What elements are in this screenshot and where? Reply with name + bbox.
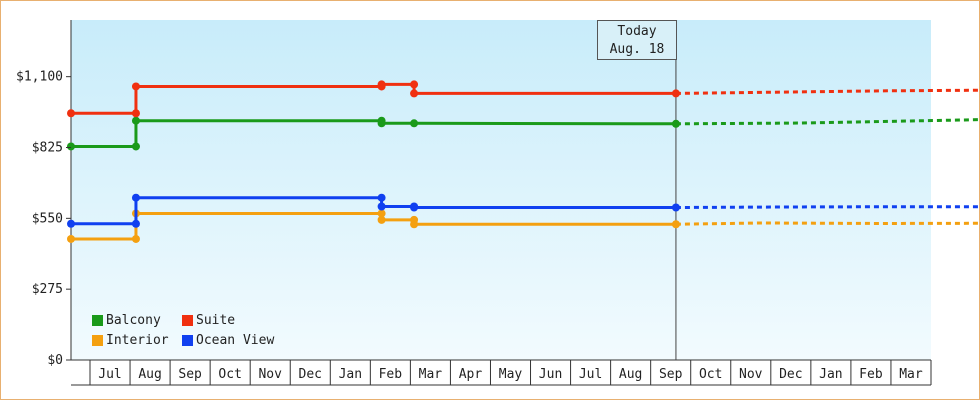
today-date: Aug. 18: [609, 42, 665, 57]
x-tick-label: Jan: [819, 367, 842, 382]
data-point-suite: [67, 109, 75, 118]
legend-swatch-interior: [92, 334, 103, 346]
x-tick-label: Feb: [859, 367, 883, 382]
y-tick-label: $825: [32, 141, 63, 156]
legend-item-ocean-view[interactable]: Ocean View: [182, 332, 292, 348]
data-point-interior: [67, 234, 75, 243]
x-tick-label: Aug: [138, 367, 161, 382]
y-tick-label: $275: [32, 282, 63, 297]
data-point-balcony: [131, 142, 140, 151]
x-tick-label: Feb: [379, 367, 403, 382]
series-projection-suite: [675, 88, 980, 95]
x-tick-label: Nov: [739, 367, 763, 382]
legend-swatch-ocean-view: [182, 334, 193, 346]
data-point-suite: [671, 89, 680, 98]
x-tick-label: Sep: [659, 367, 683, 382]
x-tick-label: Nov: [258, 367, 282, 382]
legend-swatch-balcony: [92, 314, 103, 326]
today-label: Today: [617, 24, 657, 39]
series-projection-balcony: [675, 118, 980, 126]
x-tick-label: May: [499, 367, 523, 382]
x-tick-label: Oct: [218, 367, 241, 382]
x-tick-label: Mar: [899, 367, 923, 382]
legend-label-interior: Interior: [106, 332, 169, 348]
x-tick-label: Jul: [98, 367, 121, 382]
y-tick-label: $550: [32, 211, 63, 226]
today-marker-box: Today Aug. 18: [597, 20, 677, 60]
x-tick-label: Sep: [178, 367, 202, 382]
legend-item-balcony[interactable]: Balcony: [92, 312, 182, 328]
data-point-interior: [671, 220, 680, 229]
x-tick-label: Mar: [419, 367, 443, 382]
data-point-balcony: [410, 119, 419, 128]
data-point-suite: [410, 80, 419, 89]
data-point-ocean-view: [377, 202, 386, 211]
legend-item-suite[interactable]: Suite: [182, 312, 292, 328]
x-tick-label: Jun: [539, 367, 562, 382]
data-point-ocean-view: [131, 193, 140, 202]
data-point-balcony: [377, 119, 386, 128]
data-point-interior: [410, 220, 419, 229]
data-point-ocean-view: [67, 219, 75, 228]
data-point-interior: [377, 209, 386, 218]
x-tick-label: Jan: [339, 367, 362, 382]
legend-item-interior[interactable]: Interior: [92, 332, 182, 348]
data-point-interior: [377, 215, 386, 224]
data-point-ocean-view: [410, 203, 419, 212]
x-tick-label: Jul: [579, 367, 602, 382]
y-tick-label: $0: [47, 353, 63, 368]
data-point-balcony: [671, 119, 680, 128]
data-point-interior: [131, 234, 140, 243]
legend: Balcony Suite Interior Ocean View: [92, 312, 292, 348]
data-point-suite: [131, 109, 140, 118]
data-point-balcony: [67, 142, 75, 151]
data-point-ocean-view: [131, 219, 140, 228]
legend-label-ocean-view: Ocean View: [196, 332, 275, 348]
plot-area: [71, 20, 931, 360]
data-point-balcony: [131, 116, 140, 125]
series-projection-ocean-view: [675, 205, 980, 210]
x-tick-label: Apr: [459, 367, 483, 382]
data-point-ocean-view: [671, 203, 680, 212]
x-tick-label: Dec: [779, 367, 802, 382]
x-tick-label: Aug: [619, 367, 642, 382]
x-tick-label: Dec: [299, 367, 322, 382]
x-tick-label: Oct: [699, 367, 722, 382]
data-point-suite: [377, 80, 386, 89]
series-projection-interior: [675, 221, 980, 226]
legend-label-suite: Suite: [196, 312, 236, 328]
data-point-suite: [131, 82, 140, 91]
legend-swatch-suite: [182, 314, 193, 326]
data-point-suite: [410, 89, 419, 98]
legend-label-balcony: Balcony: [106, 312, 161, 328]
y-tick-label: $1,100: [16, 70, 63, 85]
data-point-ocean-view: [377, 193, 386, 202]
